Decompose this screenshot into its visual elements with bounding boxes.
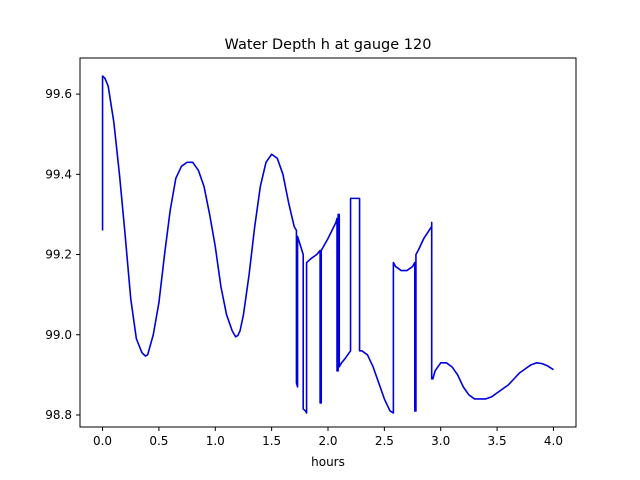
series-line-0	[101, 75, 554, 414]
y-tick-label: 99.6	[45, 87, 72, 101]
plot-area	[80, 58, 576, 427]
y-tick-label: 98.8	[45, 408, 72, 422]
chart-title: Water Depth h at gauge 120	[225, 37, 432, 53]
x-tick-label: 3.0	[431, 434, 450, 448]
y-tick-label: 99.0	[45, 328, 72, 342]
x-tick-label: 1.5	[262, 434, 281, 448]
x-axis-label: hours	[311, 455, 345, 469]
y-tick-label: 99.4	[45, 167, 72, 181]
y-axis: 98.8 99.0 99.2 99.4 99.6	[45, 87, 80, 422]
plot-background	[80, 58, 576, 427]
x-tick-label: 4.0	[544, 434, 563, 448]
x-axis: 0.0 0.5 1.0 1.5 2.0 2.5 3.0 3.5 4.0	[93, 427, 563, 448]
series-layer	[101, 75, 554, 414]
x-tick-label: 3.5	[488, 434, 507, 448]
x-tick-label: 2.5	[375, 434, 394, 448]
y-tick-label: 99.2	[45, 248, 72, 262]
x-tick-label: 0.0	[93, 434, 112, 448]
x-tick-label: 2.0	[318, 434, 337, 448]
x-tick-label: 0.5	[149, 434, 168, 448]
x-tick-label: 1.0	[206, 434, 225, 448]
